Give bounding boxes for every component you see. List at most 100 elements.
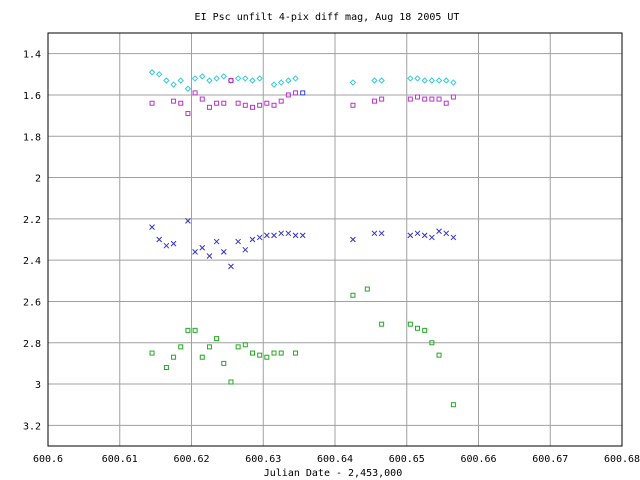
y-tick-label: 1.6 [23, 91, 41, 102]
data-point [300, 90, 306, 96]
grid [48, 33, 622, 446]
data-point [350, 102, 356, 108]
data-point [192, 327, 198, 333]
data-point [214, 100, 220, 106]
data-point [270, 81, 278, 88]
data-point [278, 230, 285, 237]
data-point [271, 350, 277, 356]
data-point [407, 75, 414, 82]
y-tick-label: 2 [35, 174, 41, 185]
data-point [192, 249, 198, 255]
data-point [149, 350, 155, 356]
data-point [422, 96, 428, 102]
data-point [443, 100, 449, 106]
data-point [148, 69, 156, 76]
data-point [277, 79, 285, 86]
data-point [206, 77, 213, 84]
data-point [285, 77, 292, 84]
data-point [378, 230, 385, 237]
y-tick-label: 3 [35, 380, 41, 391]
data-point [149, 224, 155, 230]
data-point [228, 379, 234, 385]
y-tick-label: 2.4 [23, 256, 41, 267]
data-points [148, 69, 457, 408]
data-point [364, 286, 370, 292]
data-point [349, 79, 357, 86]
data-point [257, 102, 263, 108]
x-tick-label: 600.67 [532, 454, 568, 465]
data-point [415, 325, 421, 331]
x-tick-label: 600.64 [317, 454, 353, 465]
data-point [249, 350, 255, 356]
data-point [191, 75, 199, 82]
data-point [213, 75, 220, 82]
data-point [163, 242, 170, 249]
data-point [256, 234, 263, 241]
plot-frame [47, 32, 623, 447]
data-point [235, 344, 241, 350]
data-point [242, 102, 248, 108]
data-point [435, 77, 443, 84]
data-point [371, 98, 377, 104]
data-point [429, 340, 435, 346]
data-point [414, 75, 421, 82]
data-point [292, 75, 299, 82]
data-point [371, 230, 378, 237]
y-tick-label: 2.8 [23, 339, 41, 350]
data-point [436, 352, 442, 358]
data-point [249, 77, 256, 84]
data-point [293, 90, 299, 96]
data-point [156, 236, 163, 243]
data-point [421, 77, 428, 84]
y-tick-label: 1.8 [23, 132, 41, 143]
data-point [407, 232, 414, 239]
data-point [278, 350, 284, 356]
data-point [220, 249, 227, 255]
data-point [379, 96, 385, 102]
data-point [249, 104, 255, 110]
data-point [177, 77, 184, 84]
series-2 [300, 90, 306, 96]
x-tick-label: 600.61 [102, 454, 138, 465]
data-point [436, 228, 442, 235]
data-point [199, 73, 206, 80]
data-point [170, 240, 177, 247]
data-point [163, 77, 170, 84]
data-point [264, 100, 270, 106]
x-tick-label: 600.68 [604, 454, 640, 465]
data-point [184, 85, 192, 92]
data-point [206, 253, 213, 259]
data-point [192, 90, 198, 96]
series-0 [148, 69, 457, 92]
data-point [178, 344, 184, 350]
data-point [443, 77, 450, 84]
data-point [264, 354, 270, 360]
series-4 [149, 286, 456, 408]
data-point [206, 104, 212, 110]
data-point [450, 402, 456, 408]
y-tick-label: 1.4 [23, 50, 41, 61]
data-point [185, 111, 191, 117]
data-point [407, 321, 413, 327]
data-point [214, 336, 220, 342]
data-point [199, 96, 205, 102]
data-point [285, 230, 292, 237]
series-1 [149, 77, 456, 117]
data-point [228, 263, 234, 270]
data-point [422, 327, 428, 333]
data-point [271, 232, 277, 239]
data-point [242, 75, 249, 82]
data-point [379, 321, 385, 327]
data-point [199, 244, 206, 251]
data-point [170, 81, 177, 88]
x-tick-label: 600.6 [33, 454, 63, 465]
data-point [156, 71, 163, 78]
data-point [199, 354, 205, 360]
data-point [171, 98, 177, 104]
data-point [450, 234, 457, 241]
data-point [149, 100, 155, 106]
data-point [235, 100, 241, 106]
data-point [242, 246, 249, 253]
data-point [350, 236, 356, 243]
